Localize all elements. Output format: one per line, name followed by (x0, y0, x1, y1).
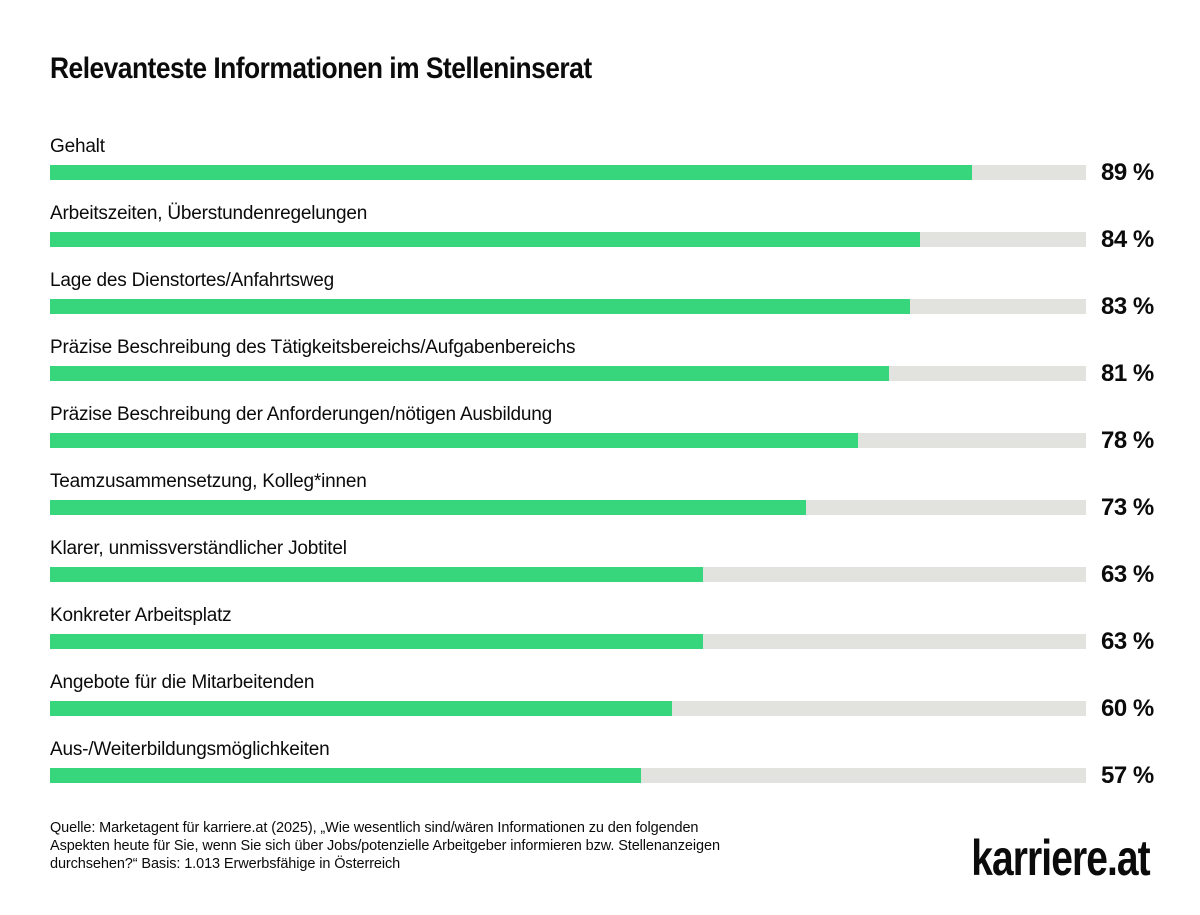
bar-fill (50, 768, 641, 783)
bar-value-label: 73 % (1101, 493, 1154, 521)
bar-track (50, 634, 1086, 649)
bar-category-label: Aus-/Weiterbildungsmöglichkeiten (50, 739, 330, 760)
bar-value-label: 84 % (1101, 225, 1154, 253)
source-note-line: durchsehen?“ Basis: 1.013 Erwerbsfähige … (50, 855, 401, 872)
bar-fill (50, 500, 807, 515)
bar-chart: Gehalt 89 % Arbeitszeiten, Überstundenrege… (50, 137, 1160, 807)
bar-track (50, 299, 1086, 314)
bar-line: 57 % (50, 763, 1160, 787)
bar-line: 60 % (50, 696, 1160, 720)
bar-category-label: Angebote für die Mitarbeitenden (50, 672, 315, 693)
bar-row: Konkreter Arbeitsplatz 63 % (50, 605, 1160, 653)
bar-value-label: 89 % (1101, 158, 1154, 186)
bar-fill (50, 701, 672, 716)
bar-category-label: Teamzusammensetzung, Kolleg*innen (50, 471, 367, 492)
bar-category-label: Präzise Beschreibung der Anforderungen/n… (50, 404, 552, 425)
bar-fill (50, 433, 859, 448)
bar-value-label: 57 % (1101, 761, 1154, 789)
bar-category-label: Lage des Dienstortes/Anfahrtsweg (50, 270, 335, 291)
bar-row: Teamzusammensetzung, Kolleg*innen 73 % (50, 471, 1160, 519)
bar-track (50, 567, 1086, 582)
bar-row: Aus-/Weiterbildungsmöglichkeiten 57 % (50, 739, 1160, 787)
bar-fill (50, 165, 973, 180)
bar-category-label: Konkreter Arbeitsplatz (50, 605, 232, 626)
bar-line: 81 % (50, 361, 1160, 385)
bar-line: 89 % (50, 160, 1160, 184)
bar-value-label: 81 % (1101, 359, 1154, 387)
source-note-line: Aspekten heute für Sie, wenn Sie sich üb… (50, 837, 720, 854)
bar-value-label: 83 % (1101, 292, 1154, 320)
bar-row: Lage des Dienstortes/Anfahrtsweg 83 % (50, 270, 1160, 318)
bar-value-label: 60 % (1101, 694, 1154, 722)
bar-track (50, 768, 1086, 783)
bar-fill (50, 634, 703, 649)
bar-row: Arbeitszeiten, Überstundenregelungen 84 % (50, 203, 1160, 251)
bar-value-label: 63 % (1101, 627, 1154, 655)
bar-fill (50, 366, 890, 381)
bar-value-label: 63 % (1101, 560, 1154, 588)
bar-row: Gehalt 89 % (50, 136, 1160, 184)
source-note: Quelle: Marketagent für karriere.at (202… (50, 820, 810, 873)
bar-fill (50, 567, 703, 582)
bar-fill (50, 299, 910, 314)
bar-line: 78 % (50, 428, 1160, 452)
bar-row: Angebote für die Mitarbeitenden 60 % (50, 672, 1160, 720)
bar-row: Präzise Beschreibung des Tätigkeitsberei… (50, 337, 1160, 385)
bar-track (50, 366, 1086, 381)
karriere-at-logo: karriere.at (971, 830, 1151, 886)
source-note-line: Quelle: Marketagent für karriere.at (202… (50, 820, 699, 836)
bar-category-label: Klarer, unmissverständlicher Jobtitel (50, 538, 347, 559)
bar-category-label: Arbeitszeiten, Überstundenregelungen (50, 203, 368, 224)
chart-title: Relevanteste Informationen im Stellenins… (50, 52, 592, 85)
bar-track (50, 165, 1086, 180)
bar-line: 63 % (50, 562, 1160, 586)
bar-category-label: Präzise Beschreibung des Tätigkeitsberei… (50, 337, 576, 358)
bar-row: Klarer, unmissverständlicher Jobtitel 63 … (50, 538, 1160, 586)
bar-fill (50, 232, 921, 247)
bar-row: Präzise Beschreibung der Anforderungen/n… (50, 404, 1160, 452)
bar-line: 84 % (50, 227, 1160, 251)
bar-value-label: 78 % (1101, 426, 1154, 454)
bar-track (50, 232, 1086, 247)
bar-line: 63 % (50, 629, 1160, 653)
bar-line: 83 % (50, 294, 1160, 318)
bar-track (50, 500, 1086, 515)
bar-category-label: Gehalt (50, 136, 105, 157)
bar-track (50, 701, 1086, 716)
bar-line: 73 % (50, 495, 1160, 519)
bar-track (50, 433, 1086, 448)
